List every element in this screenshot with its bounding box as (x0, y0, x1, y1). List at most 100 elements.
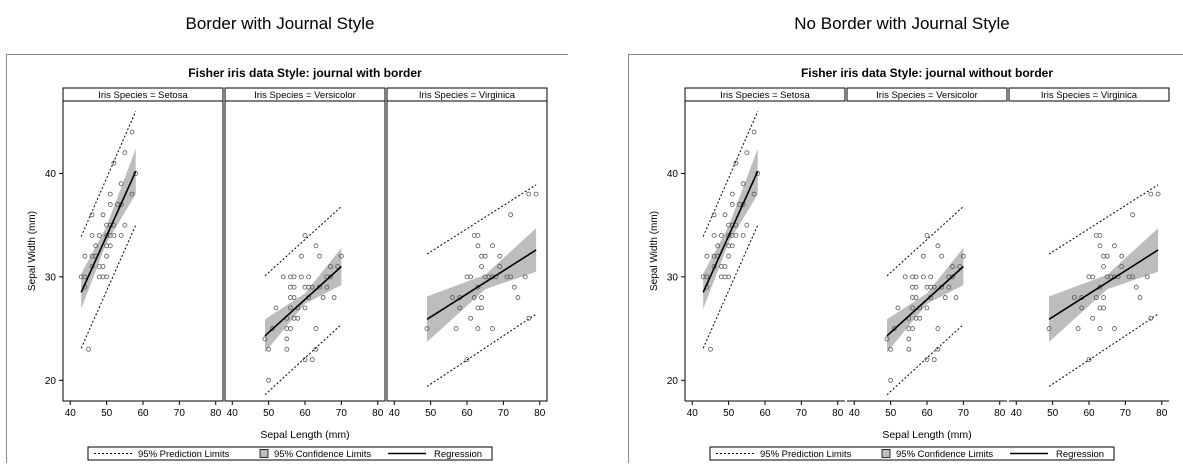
data-point (284, 336, 290, 342)
x-tick-label: 50 (723, 408, 735, 419)
x-tick-label: 50 (1047, 408, 1059, 419)
data-point (118, 181, 124, 187)
data-point (1137, 295, 1143, 300)
y-tick-label: 30 (667, 272, 679, 283)
confidence-band (81, 148, 136, 309)
panel-border (224, 100, 386, 402)
data-point (122, 150, 128, 156)
x-tick-label: 80 (372, 408, 384, 419)
data-point (1075, 326, 1081, 331)
data-point (86, 346, 91, 352)
data-point (313, 346, 319, 352)
x-tick-label: 40 (1011, 408, 1023, 419)
data-point (917, 315, 923, 321)
x-tick-label: 50 (425, 408, 437, 419)
data-point (711, 212, 717, 218)
data-point (273, 305, 279, 311)
data-point (913, 274, 919, 280)
data-point (533, 191, 539, 197)
legend-label-prediction: 95% Prediction Limits (138, 449, 230, 460)
x-tick-label: 50 (885, 408, 897, 419)
data-point (888, 346, 894, 352)
data-point (93, 243, 99, 249)
y-tick-label: 40 (45, 169, 57, 180)
data-point (497, 253, 503, 259)
data-point (522, 274, 528, 280)
data-point (475, 243, 481, 249)
data-point (284, 346, 290, 352)
panel-strip (1008, 87, 1170, 102)
x-tick-label: 70 (1120, 408, 1132, 419)
y-tick-label: 20 (45, 376, 57, 387)
data-point (450, 295, 455, 300)
data-point (266, 377, 272, 383)
data-point (888, 377, 894, 383)
data-point (733, 160, 739, 166)
data-point (320, 295, 326, 300)
data-point (935, 346, 941, 352)
y-axis-label: Sepal Width (mm) (27, 211, 38, 291)
data-point (1144, 274, 1150, 280)
x-tick-label: 40 (687, 408, 699, 419)
data-point (895, 305, 901, 311)
prediction-limit-lower (80, 224, 137, 349)
prediction-limit-lower (702, 224, 759, 349)
data-point (1133, 284, 1139, 290)
data-point (129, 191, 135, 197)
data-point (1097, 233, 1103, 238)
x-tick-label: 80 (534, 408, 546, 419)
data-point (1119, 264, 1125, 269)
data-point (1155, 191, 1161, 197)
data-point (291, 295, 297, 300)
x-tick-label: 60 (759, 408, 771, 419)
legend-label-confidence: 95% Confidence Limits (274, 449, 371, 460)
data-point (1090, 315, 1096, 321)
right-chart-frame: Fisher iris data Style: journal without … (628, 54, 1183, 463)
data-point (331, 295, 337, 300)
data-point (957, 264, 963, 269)
data-point (729, 243, 735, 249)
data-point (291, 284, 297, 290)
data-point (104, 253, 110, 259)
data-point (884, 336, 890, 342)
panel-label: Iris Species = Virginica (1041, 90, 1138, 101)
data-point (298, 274, 304, 280)
legend-label-confidence: 95% Confidence Limits (896, 449, 993, 460)
data-point (722, 264, 728, 269)
data-point (309, 357, 315, 363)
data-point (910, 305, 915, 311)
legend-box (87, 446, 493, 461)
data-point (111, 160, 117, 166)
x-tick-label: 70 (336, 408, 348, 419)
x-tick-label: 80 (832, 408, 844, 419)
x-tick-label: 40 (849, 408, 861, 419)
legend-swatch-confidence (259, 449, 269, 458)
confidence-band (703, 148, 758, 309)
data-point (939, 253, 944, 259)
data-point (266, 346, 272, 352)
x-tick-label: 60 (299, 408, 311, 419)
data-point (508, 212, 514, 218)
prediction-limit-lower (426, 313, 537, 387)
data-point (526, 315, 532, 321)
x-tick-label: 70 (174, 408, 186, 419)
left-chart: Fisher iris data Style: journal with bor… (27, 66, 548, 461)
data-point (118, 233, 124, 238)
data-point (1112, 326, 1117, 331)
data-point (490, 326, 495, 331)
regression-line (264, 265, 342, 337)
data-point (924, 233, 930, 238)
x-tick-label: 60 (137, 408, 149, 419)
data-point (1072, 295, 1077, 300)
legend-label-regression: Regression (434, 449, 482, 460)
data-point (1104, 253, 1110, 259)
x-axis-label: Sepal Length (mm) (260, 429, 349, 441)
data-point (328, 264, 333, 269)
data-point (1097, 284, 1103, 290)
regression-line (1048, 249, 1159, 320)
panel-label: Iris Species = Versicolor (876, 90, 978, 101)
data-point (309, 284, 315, 290)
data-point (107, 202, 113, 207)
data-point (891, 326, 897, 331)
x-tick-label: 70 (498, 408, 510, 419)
